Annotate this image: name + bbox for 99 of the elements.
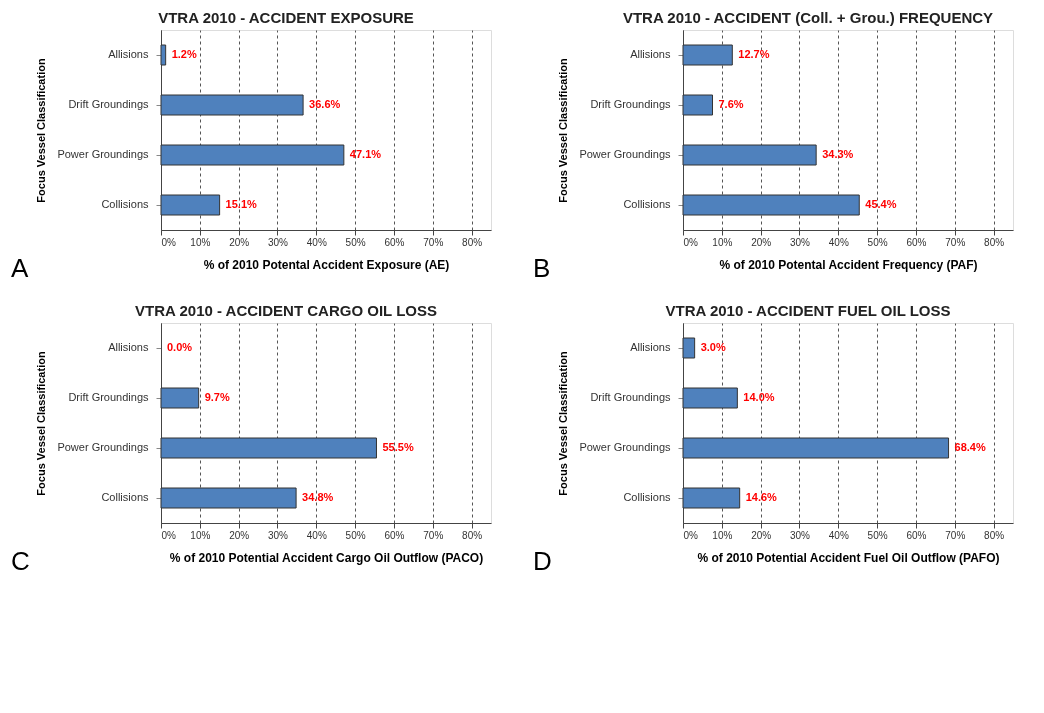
data-label: 14.6%	[745, 491, 778, 503]
data-label: 3.0%	[700, 341, 726, 353]
x-tick-label: 70%	[423, 236, 444, 248]
data-label: 36.6%	[309, 98, 341, 110]
x-axis-title: % of 2010 Potential Accident Fuel Oil Outflow (PAFO)	[697, 550, 1000, 565]
y-axis-title: Focus Vessel Classification	[557, 351, 570, 496]
y-tick-label: Collisions	[101, 198, 149, 210]
bar	[160, 437, 377, 459]
y-tick-label: Drift Groundings	[590, 391, 671, 403]
text: D	[533, 546, 552, 576]
x-tick-label: 10%	[190, 236, 211, 248]
bar	[160, 144, 345, 166]
bar	[682, 194, 860, 216]
x-tick-label: 60%	[384, 236, 405, 248]
x-tick-label: 60%	[906, 529, 927, 541]
x-tick-label: 40%	[828, 236, 849, 248]
data-label: 34.3%	[822, 148, 854, 160]
y-tick-label: Allisions	[108, 48, 149, 60]
y-tick-label: Collisions	[623, 491, 671, 503]
x-tick-label: 10%	[190, 529, 211, 541]
x-tick-label: 50%	[867, 529, 888, 541]
x-tick-label: 40%	[306, 529, 327, 541]
x-tick-label: 60%	[906, 236, 927, 248]
bar	[682, 487, 741, 509]
data-label: 1.2%	[171, 48, 197, 60]
x-tick-label: 30%	[267, 236, 289, 248]
y-tick-label: Drift Groundings	[590, 98, 671, 110]
data-label: 7.6%	[718, 98, 744, 110]
y-tick-label: Power Groundings	[579, 148, 671, 160]
x-axis-title: % of 2010 Potental Accident Exposure (AE)	[203, 257, 450, 272]
x-tick-label: 20%	[751, 529, 772, 541]
data-label: 68.4%	[954, 441, 986, 453]
x-axis-title: % of 2010 Potental Accident Frequency (PAF)	[719, 257, 978, 272]
bar	[682, 337, 696, 359]
chart-title: VTRA 2010 - ACCIDENT EXPOSURE	[158, 9, 414, 26]
y-tick-label: Power Groundings	[57, 148, 149, 160]
data-label: 47.1%	[349, 148, 382, 160]
y-tick-label: Drift Groundings	[68, 98, 149, 110]
chart-title: VTRA 2010 - ACCIDENT CARGO OIL LOSS	[135, 302, 437, 319]
x-tick-label: 50%	[345, 236, 366, 248]
chart-title: VTRA 2010 - ACCIDENT FUEL OIL LOSS	[665, 302, 951, 319]
x-tick-label: 10%	[712, 236, 733, 248]
data-label: 34.8%	[302, 491, 334, 503]
text: B	[533, 253, 551, 283]
x-tick-label: 0%	[161, 529, 177, 541]
x-tick-label: 30%	[267, 529, 289, 541]
x-tick-label: 30%	[789, 529, 811, 541]
y-tick-label: Collisions	[623, 198, 671, 210]
data-label: 14.0%	[743, 391, 775, 403]
data-label: 0.0%	[167, 341, 193, 353]
y-tick-label: Power Groundings	[57, 441, 149, 453]
x-tick-label: 80%	[462, 236, 483, 248]
x-tick-label: 70%	[945, 236, 966, 248]
x-tick-label: 80%	[984, 529, 1005, 541]
bar	[160, 94, 304, 116]
x-tick-label: 0%	[683, 529, 699, 541]
x-tick-label: 10%	[712, 529, 733, 541]
data-label: 45.4%	[865, 198, 897, 210]
bar	[682, 387, 738, 409]
bar	[160, 487, 297, 509]
text: A	[11, 253, 29, 283]
bar	[160, 44, 167, 66]
text: C	[11, 546, 30, 576]
x-tick-label: 20%	[229, 236, 250, 248]
data-label: 55.5%	[382, 441, 414, 453]
y-axis-title: Focus Vessel Classification	[35, 58, 48, 203]
bar	[682, 144, 817, 166]
x-tick-label: 70%	[945, 529, 966, 541]
x-tick-label: 20%	[229, 529, 250, 541]
chart-title: VTRA 2010 - ACCIDENT (Coll. + Grou.) FREQUENCY	[622, 9, 994, 26]
bar	[160, 194, 221, 216]
x-tick-label: 0%	[683, 236, 699, 248]
x-tick-label: 80%	[984, 236, 1005, 248]
data-label: 15.1%	[225, 198, 258, 210]
y-tick-label: Allisions	[108, 341, 149, 353]
bar	[682, 44, 733, 66]
y-tick-label: Allisions	[630, 341, 671, 353]
x-tick-label: 60%	[384, 529, 405, 541]
x-axis-title: % of 2010 Potential Accident Cargo Oil Outflow (PACO)	[169, 550, 484, 565]
x-tick-label: 80%	[462, 529, 483, 541]
x-tick-label: 40%	[306, 236, 327, 248]
x-tick-label: 50%	[345, 529, 366, 541]
x-tick-label: 20%	[751, 236, 772, 248]
bar	[682, 437, 950, 459]
y-tick-label: Collisions	[101, 491, 149, 503]
x-tick-label: 50%	[867, 236, 888, 248]
y-axis-title: Focus Vessel Classification	[557, 58, 570, 203]
x-tick-label: 30%	[789, 236, 811, 248]
x-tick-label: 70%	[423, 529, 444, 541]
y-tick-label: Drift Groundings	[68, 391, 149, 403]
y-tick-label: Power Groundings	[579, 441, 671, 453]
data-label: 9.7%	[204, 391, 230, 403]
x-tick-label: 40%	[828, 529, 849, 541]
y-tick-label: Allisions	[630, 48, 671, 60]
x-tick-label: 0%	[161, 236, 177, 248]
data-label: 12.7%	[738, 48, 770, 60]
bar	[682, 94, 714, 116]
y-axis-title: Focus Vessel Classification	[35, 351, 48, 496]
bar	[160, 387, 200, 409]
